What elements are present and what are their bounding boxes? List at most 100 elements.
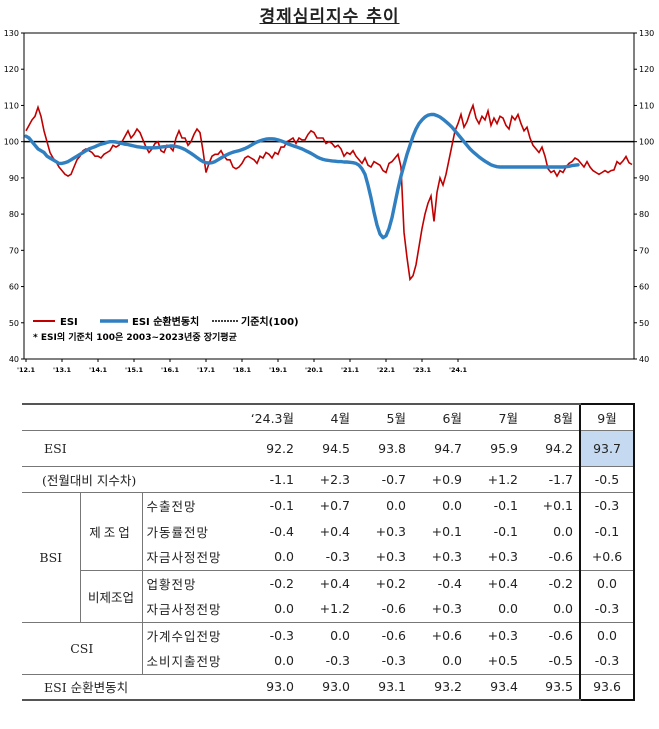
table-cell: -1.1 <box>244 466 300 493</box>
table-cell: 0.0 <box>553 523 573 539</box>
y-tick-label: 100 <box>4 138 19 147</box>
table-cell: +0.3 <box>412 596 468 623</box>
table-row: 비제조업 업황전망 -0.2 +0.4 +0.2 -0.4 +0.4 -0.2 … <box>22 570 635 623</box>
table-cell: 0.0 <box>244 648 300 675</box>
table-cell: +0.4 <box>319 523 350 539</box>
x-tick-label: '17.1 <box>197 366 216 374</box>
table-cell: 93.1 <box>356 674 412 701</box>
esi-line-chart: 40 50 60 70 80 90 100 110 120 130 40 50 60 70 80 90 100… <box>4 29 655 374</box>
table-cell: +1.2 <box>468 466 524 493</box>
table-cell: +0.5 <box>468 648 524 675</box>
table-cell: -0.2 <box>548 575 573 591</box>
table-cell: 0.0 <box>412 648 468 675</box>
table-cell: 92.2 <box>244 430 300 467</box>
table-cell: 0.0 <box>442 497 462 513</box>
table-row-esi: ESI 92.2 94.5 93.8 94.7 95.9 94.2 93.7 <box>22 430 635 467</box>
esi-summary-table: ‘24.3월 4월 5월 6월 7월 8월 9월 ESI 92.2 94.5 9… <box>22 403 635 701</box>
table-cell: -0.3 <box>356 648 412 675</box>
y-tick-label: 40 <box>9 355 19 364</box>
table-cell-current: 0.0 <box>579 622 635 648</box>
y-tick-label: 110 <box>4 101 19 110</box>
x-tick-label: '15.1 <box>125 366 144 374</box>
series-esi-line <box>25 102 633 282</box>
y-tick-label-right: 120 <box>639 65 654 74</box>
header-cell: ‘24.3월 <box>244 403 300 431</box>
row-label: (전월대비 지수차) <box>22 466 244 493</box>
y-tick-label: 50 <box>9 319 19 328</box>
header-cell-current: 9월 <box>579 403 635 431</box>
table-cell: +0.1 <box>542 497 573 513</box>
group-label-csi: CSI <box>22 622 142 675</box>
table-cell: 0.0 <box>524 596 580 623</box>
table-cell: -0.1 <box>269 497 294 513</box>
group-label-bsi: BSI <box>22 492 80 623</box>
y-tick-label: 70 <box>9 246 19 255</box>
x-tick-label: '18.1 <box>233 366 252 374</box>
y-tick-label-right: 70 <box>639 246 649 255</box>
table-row-cycle: ESI 순환변동치 93.0 93.0 93.1 93.2 93.4 93.5 … <box>22 674 635 701</box>
x-tick-label: '20.1 <box>305 366 324 374</box>
y-tick-label-right: 60 <box>639 283 649 292</box>
table-cell-current: -0.3 <box>579 492 635 518</box>
x-tick-label: '22.1 <box>377 366 396 374</box>
table-cell: 0.0 <box>330 627 350 643</box>
y-tick-label-right: 100 <box>639 138 654 147</box>
table-cell: +0.1 <box>431 523 462 539</box>
x-tick-label: '21.1 <box>341 366 360 374</box>
table-cell: -0.3 <box>269 627 294 643</box>
group-label-mfg: 제조업 <box>79 492 142 571</box>
header-cell: 6월 <box>412 403 468 431</box>
y-tick-label-right: 130 <box>639 29 654 38</box>
y-tick-label-right: 90 <box>639 174 649 183</box>
table-cell: -0.2 <box>269 575 294 591</box>
chart-legend: ESI ESI 순환변동치 기준치(100) * ESI의 기준치 100은 2… <box>33 315 299 343</box>
table-cell: 93.4 <box>468 674 524 701</box>
table-cell: +0.4 <box>487 575 518 591</box>
table-row: 자금사정전망 0.0 -0.3 +0.3 +0.3 +0.3 -0.6 +0.6 <box>22 544 635 571</box>
table-cell: 94.5 <box>300 430 356 467</box>
table-cell: +0.4 <box>319 575 350 591</box>
table-cell: -1.7 <box>524 466 580 493</box>
row-label: ESI <box>22 430 244 467</box>
table-cell: +0.3 <box>412 544 468 571</box>
table-cell: +0.7 <box>319 497 350 513</box>
y-tick-label: 120 <box>4 65 19 74</box>
group-label-nonmfg: 비제조업 <box>79 570 142 623</box>
y-tick-label: 80 <box>9 210 19 219</box>
x-tick-label: '14.1 <box>89 366 108 374</box>
row-label: 가동률전망 <box>141 518 244 544</box>
header-cell: 5월 <box>356 403 412 431</box>
row-label: 소비지출전망 <box>141 648 244 675</box>
table-cell: 93.0 <box>300 674 356 701</box>
table-row: 가동률전망 -0.4 +0.4 +0.3 +0.1 -0.1 0.0 -0.1 <box>22 518 635 544</box>
table-cell: -0.3 <box>300 648 356 675</box>
table-cell-current: 93.7 <box>579 430 635 467</box>
table-header-row: ‘24.3월 4월 5월 6월 7월 8월 9월 <box>22 403 635 431</box>
table-cell: -0.6 <box>524 544 580 571</box>
table-cell: -0.6 <box>548 627 573 643</box>
table-cell: -0.4 <box>437 575 462 591</box>
table-cell: -0.1 <box>493 497 518 513</box>
y-tick-label: 130 <box>4 29 19 38</box>
y-tick-label: 90 <box>9 174 19 183</box>
table-cell: 93.5 <box>524 674 580 701</box>
y-tick-label-right: 80 <box>639 210 649 219</box>
table-cell: -0.5 <box>524 648 580 675</box>
row-label: 가계수입전망 <box>141 622 244 648</box>
series-cycle-line <box>24 112 580 240</box>
y-tick-label-right: 40 <box>639 355 649 364</box>
table-row: 자금사정전망 0.0 +1.2 -0.6 +0.3 0.0 0.0 -0.3 <box>22 596 635 623</box>
table-cell: 94.7 <box>412 430 468 467</box>
table-cell: +1.2 <box>300 596 356 623</box>
table-cell-current: -0.1 <box>579 518 635 544</box>
y-tick-label-right: 50 <box>639 319 649 328</box>
table-cell: 93.8 <box>356 430 412 467</box>
table-cell-current: -0.3 <box>579 648 635 675</box>
plot-area <box>23 32 635 360</box>
table-cell-current: 93.6 <box>579 674 635 701</box>
table-row-mom: (전월대비 지수차) -1.1 +2.3 -0.7 +0.9 +1.2 -1.7… <box>22 466 635 493</box>
row-label: 업황전망 <box>141 570 244 596</box>
legend-cycle-label: ESI 순환변동치 <box>132 315 199 328</box>
table-cell-current: +0.6 <box>579 544 635 571</box>
table-cell: 0.0 <box>468 596 524 623</box>
